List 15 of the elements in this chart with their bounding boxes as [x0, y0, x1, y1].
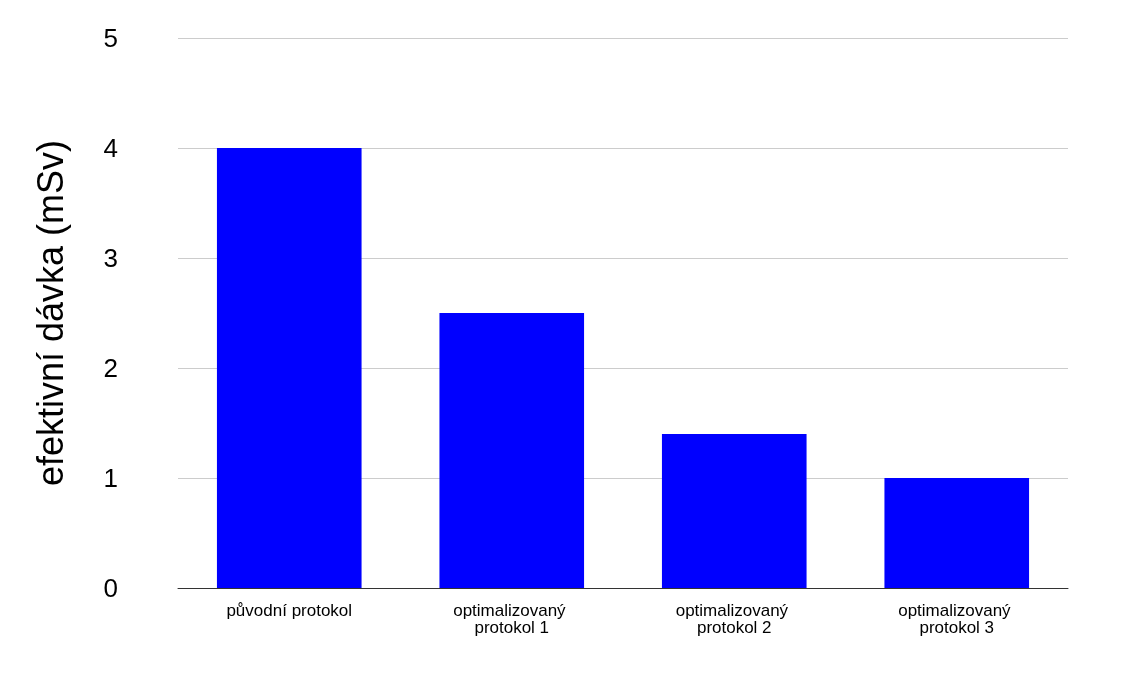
x-tick-label: optimalizovaný protokol 3 [898, 601, 1016, 637]
bar [216, 148, 362, 588]
bar [661, 434, 807, 588]
y-tick-label: 1 [103, 463, 118, 493]
y-tick-label: 0 [103, 573, 118, 603]
y-tick-label: 4 [103, 133, 118, 163]
y-tick-label: 2 [103, 353, 118, 383]
y-tick-label: 3 [103, 243, 118, 273]
x-tick-label: původní protokol [226, 601, 353, 620]
y-tick-label: 5 [103, 23, 118, 53]
bar [439, 313, 585, 588]
x-tick-label: optimalizovaný protokol 2 [675, 601, 793, 637]
x-tick-label: optimalizovaný protokol 1 [453, 601, 571, 637]
bar [884, 478, 1030, 588]
y-axis-title: efektivní dávka (mSv) [29, 139, 71, 487]
